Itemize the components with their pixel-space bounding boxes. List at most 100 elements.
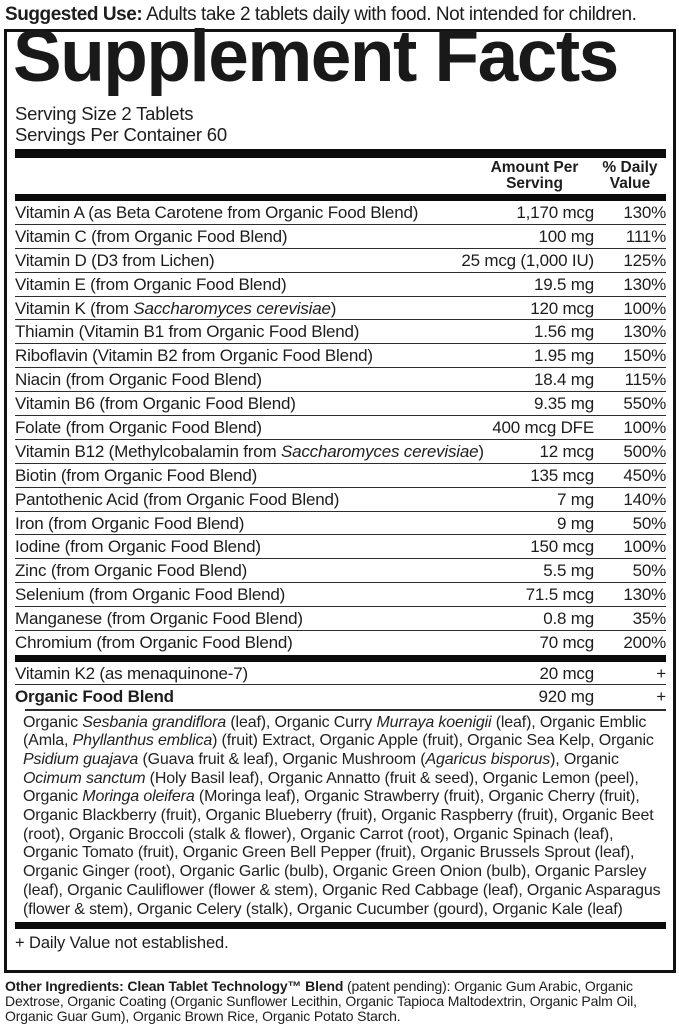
nutrient-amount: 12 mcg [539, 441, 594, 461]
nutrient-daily-value: 35% [632, 609, 667, 629]
nutrient-name: Niacin (from Organic Food Blend) [15, 370, 262, 390]
nutrient-daily-value: + [656, 663, 666, 683]
nutrient-amount: 1.95 mg [533, 346, 594, 366]
nutrient-daily-value: 500% [623, 441, 666, 461]
organic-food-blend-row: Organic Food Blend 920 mg + [15, 685, 666, 709]
nutrient-daily-value: 100% [623, 418, 666, 438]
nutrient-daily-value: 130% [623, 274, 666, 294]
nutrient-daily-value: 130% [623, 203, 666, 222]
nutrient-amount: 920 mg [538, 687, 594, 707]
nutrient-name: Organic Food Blend [15, 687, 174, 707]
nutrient-daily-value: 100% [623, 298, 666, 318]
nutrient-row: Vitamin K (from Saccharomyces cerevisiae… [15, 297, 666, 321]
nutrient-amount: 18.4 mg [533, 370, 594, 390]
nutrient-row: Vitamin B6 (from Organic Food Blend) 9.3… [15, 392, 666, 417]
nutrient-row: Selenium (from Organic Food Blend) 71.5 … [15, 583, 666, 608]
nutrient-daily-value: 550% [623, 394, 666, 414]
suggested-use: Suggested Use: Adults take 2 tablets dai… [0, 0, 679, 27]
nutrient-row: Vitamin C (from Organic Food Blend) 100 … [15, 225, 666, 249]
nutrient-row: Vitamin E (from Organic Food Blend) 19.5… [15, 273, 666, 297]
nutrient-amount: 135 mcg [530, 465, 594, 485]
nutrient-amount: 20 mcg [539, 663, 594, 683]
divider-thin-indented [25, 708, 666, 711]
nutrient-name: Vitamin B12 (Methylcobalamin from Saccha… [15, 441, 484, 461]
daily-value-footnote: + Daily Value not established. [15, 934, 229, 953]
divider-thick-k2 [15, 654, 666, 662]
divider-thick-footnote [15, 922, 666, 930]
nutrient-amount: 1,170 mcg [516, 203, 594, 222]
nutrient-daily-value: 50% [632, 513, 667, 533]
nutrient-name: Folate (from Organic Food Blend) [15, 418, 262, 438]
nutrient-daily-value: 130% [623, 322, 666, 342]
nutrient-row: Vitamin B12 (Methylcobalamin from Saccha… [15, 440, 666, 464]
nutrient-row: Niacin (from Organic Food Blend) 18.4 mg… [15, 368, 667, 393]
nutrient-amount: 150 mcg [530, 537, 594, 557]
servings-per-container: Servings Per Container 60 [15, 123, 227, 145]
nutrient-amount: 19.5 mg [533, 274, 594, 294]
nutrient-daily-value: 100% [623, 537, 666, 557]
nutrient-amount: 25 mcg (1,000 IU) [461, 250, 594, 270]
nutrient-row: Vitamin D (D3 from Lichen) 25 mcg (1,000… [15, 249, 666, 273]
nutrient-daily-value: 125% [623, 250, 666, 270]
panel-title: Supplement Facts [13, 16, 619, 97]
nutrient-name: Vitamin K (from Saccharomyces cerevisiae… [15, 298, 337, 318]
nutrient-name: Manganese (from Organic Food Blend) [15, 609, 303, 629]
nutrient-daily-value: 111% [625, 226, 666, 246]
supplement-facts-panel: Supplement Facts Serving Size 2 Tablets … [4, 20, 676, 973]
nutrient-name: Pantothenic Acid (from Organic Food Blen… [15, 489, 340, 509]
nutrient-rows: Vitamin A (as Beta Carotene from Organic… [15, 201, 666, 655]
nutrient-daily-value: 115% [624, 370, 667, 390]
nutrient-amount: 120 mcg [530, 298, 594, 318]
vitamin-k2-row: Vitamin K2 (as menaquinone-7) 20 mcg + [15, 662, 666, 686]
nutrient-row: Folate (from Organic Food Blend) 400 mcg… [15, 416, 666, 440]
nutrient-daily-value: 130% [623, 585, 666, 605]
nutrient-name: Iron (from Organic Food Blend) [15, 513, 245, 533]
nutrient-amount: 400 mcg DFE [492, 418, 594, 438]
nutrient-row: Iodine (from Organic Food Blend) 150 mcg… [15, 535, 666, 560]
nutrient-row: Biotin (from Organic Food Blend) 135 mcg… [15, 464, 666, 488]
other-ingredients: Other Ingredients: Clean Tablet Technolo… [5, 978, 676, 1025]
nutrient-daily-value: 140% [623, 489, 666, 509]
nutrient-daily-value: 50% [632, 561, 667, 581]
nutrient-daily-value: 450% [623, 465, 666, 485]
column-header-daily-value: % Daily Value [602, 159, 658, 192]
suggested-use-text: Adults take 2 tablets daily with food. N… [142, 4, 637, 25]
nutrient-daily-value: + [656, 687, 666, 707]
nutrient-name: Vitamin K2 (as menaquinone-7) [15, 663, 248, 683]
nutrient-name: Selenium (from Organic Food Blend) [15, 585, 286, 605]
nutrient-amount: 1.56 mg [533, 322, 594, 342]
nutrient-daily-value: 200% [623, 633, 666, 653]
nutrient-name: Vitamin A (as Beta Carotene from Organic… [15, 203, 419, 222]
nutrient-row: Manganese (from Organic Food Blend) 0.8 … [15, 607, 667, 632]
nutrient-amount: 71.5 mcg [525, 585, 595, 605]
nutrient-name: Vitamin E (from Organic Food Blend) [15, 274, 287, 294]
suggested-use-label: Suggested Use: [5, 4, 143, 25]
nutrient-amount: 100 mg [538, 226, 594, 246]
nutrient-row: Thiamin (Vitamin B1 from Organic Food Bl… [15, 320, 666, 345]
nutrient-amount: 7 mg [557, 489, 594, 509]
nutrient-name: Zinc (from Organic Food Blend) [15, 561, 248, 581]
nutrient-row: Iron (from Organic Food Blend) 9 mg 50% [15, 512, 666, 536]
column-header-row: Amount Per Serving % Daily Value [15, 158, 666, 194]
divider-thick-header [15, 194, 666, 201]
serving-size: Serving Size 2 Tablets [15, 103, 194, 124]
nutrient-name: Vitamin C (from Organic Food Blend) [15, 226, 288, 246]
other-ingredients-label: Other Ingredients: Clean Tablet Technolo… [5, 978, 344, 994]
column-header-amount: Amount Per Serving [490, 159, 579, 192]
nutrient-name: Chromium (from Organic Food Blend) [15, 633, 293, 653]
nutrient-name: Riboflavin (Vitamin B2 from Organic Food… [15, 346, 373, 366]
nutrient-amount: 9.35 mg [533, 394, 594, 414]
nutrient-row: Pantothenic Acid (from Organic Food Blen… [15, 488, 666, 512]
nutrient-row: Riboflavin (Vitamin B2 from Organic Food… [15, 344, 666, 369]
nutrient-name: Iodine (from Organic Food Blend) [15, 537, 261, 557]
divider-thick-top [15, 149, 666, 158]
nutrient-amount: 0.8 mg [543, 609, 594, 629]
other-ingredients-text: (patent pending): Organic Gum Arabic, Or… [5, 978, 637, 1025]
nutrient-row: Zinc (from Organic Food Blend) 5.5 mg 50… [15, 559, 667, 584]
nutrient-row: Vitamin A (as Beta Carotene from Organic… [15, 201, 666, 225]
nutrient-name: Vitamin D (D3 from Lichen) [15, 250, 215, 270]
nutrient-amount: 70 mcg [539, 633, 594, 653]
nutrient-daily-value: 150% [623, 346, 666, 366]
nutrient-name: Thiamin (Vitamin B1 from Organic Food Bl… [15, 322, 360, 342]
nutrient-amount: 9 mg [557, 513, 594, 533]
